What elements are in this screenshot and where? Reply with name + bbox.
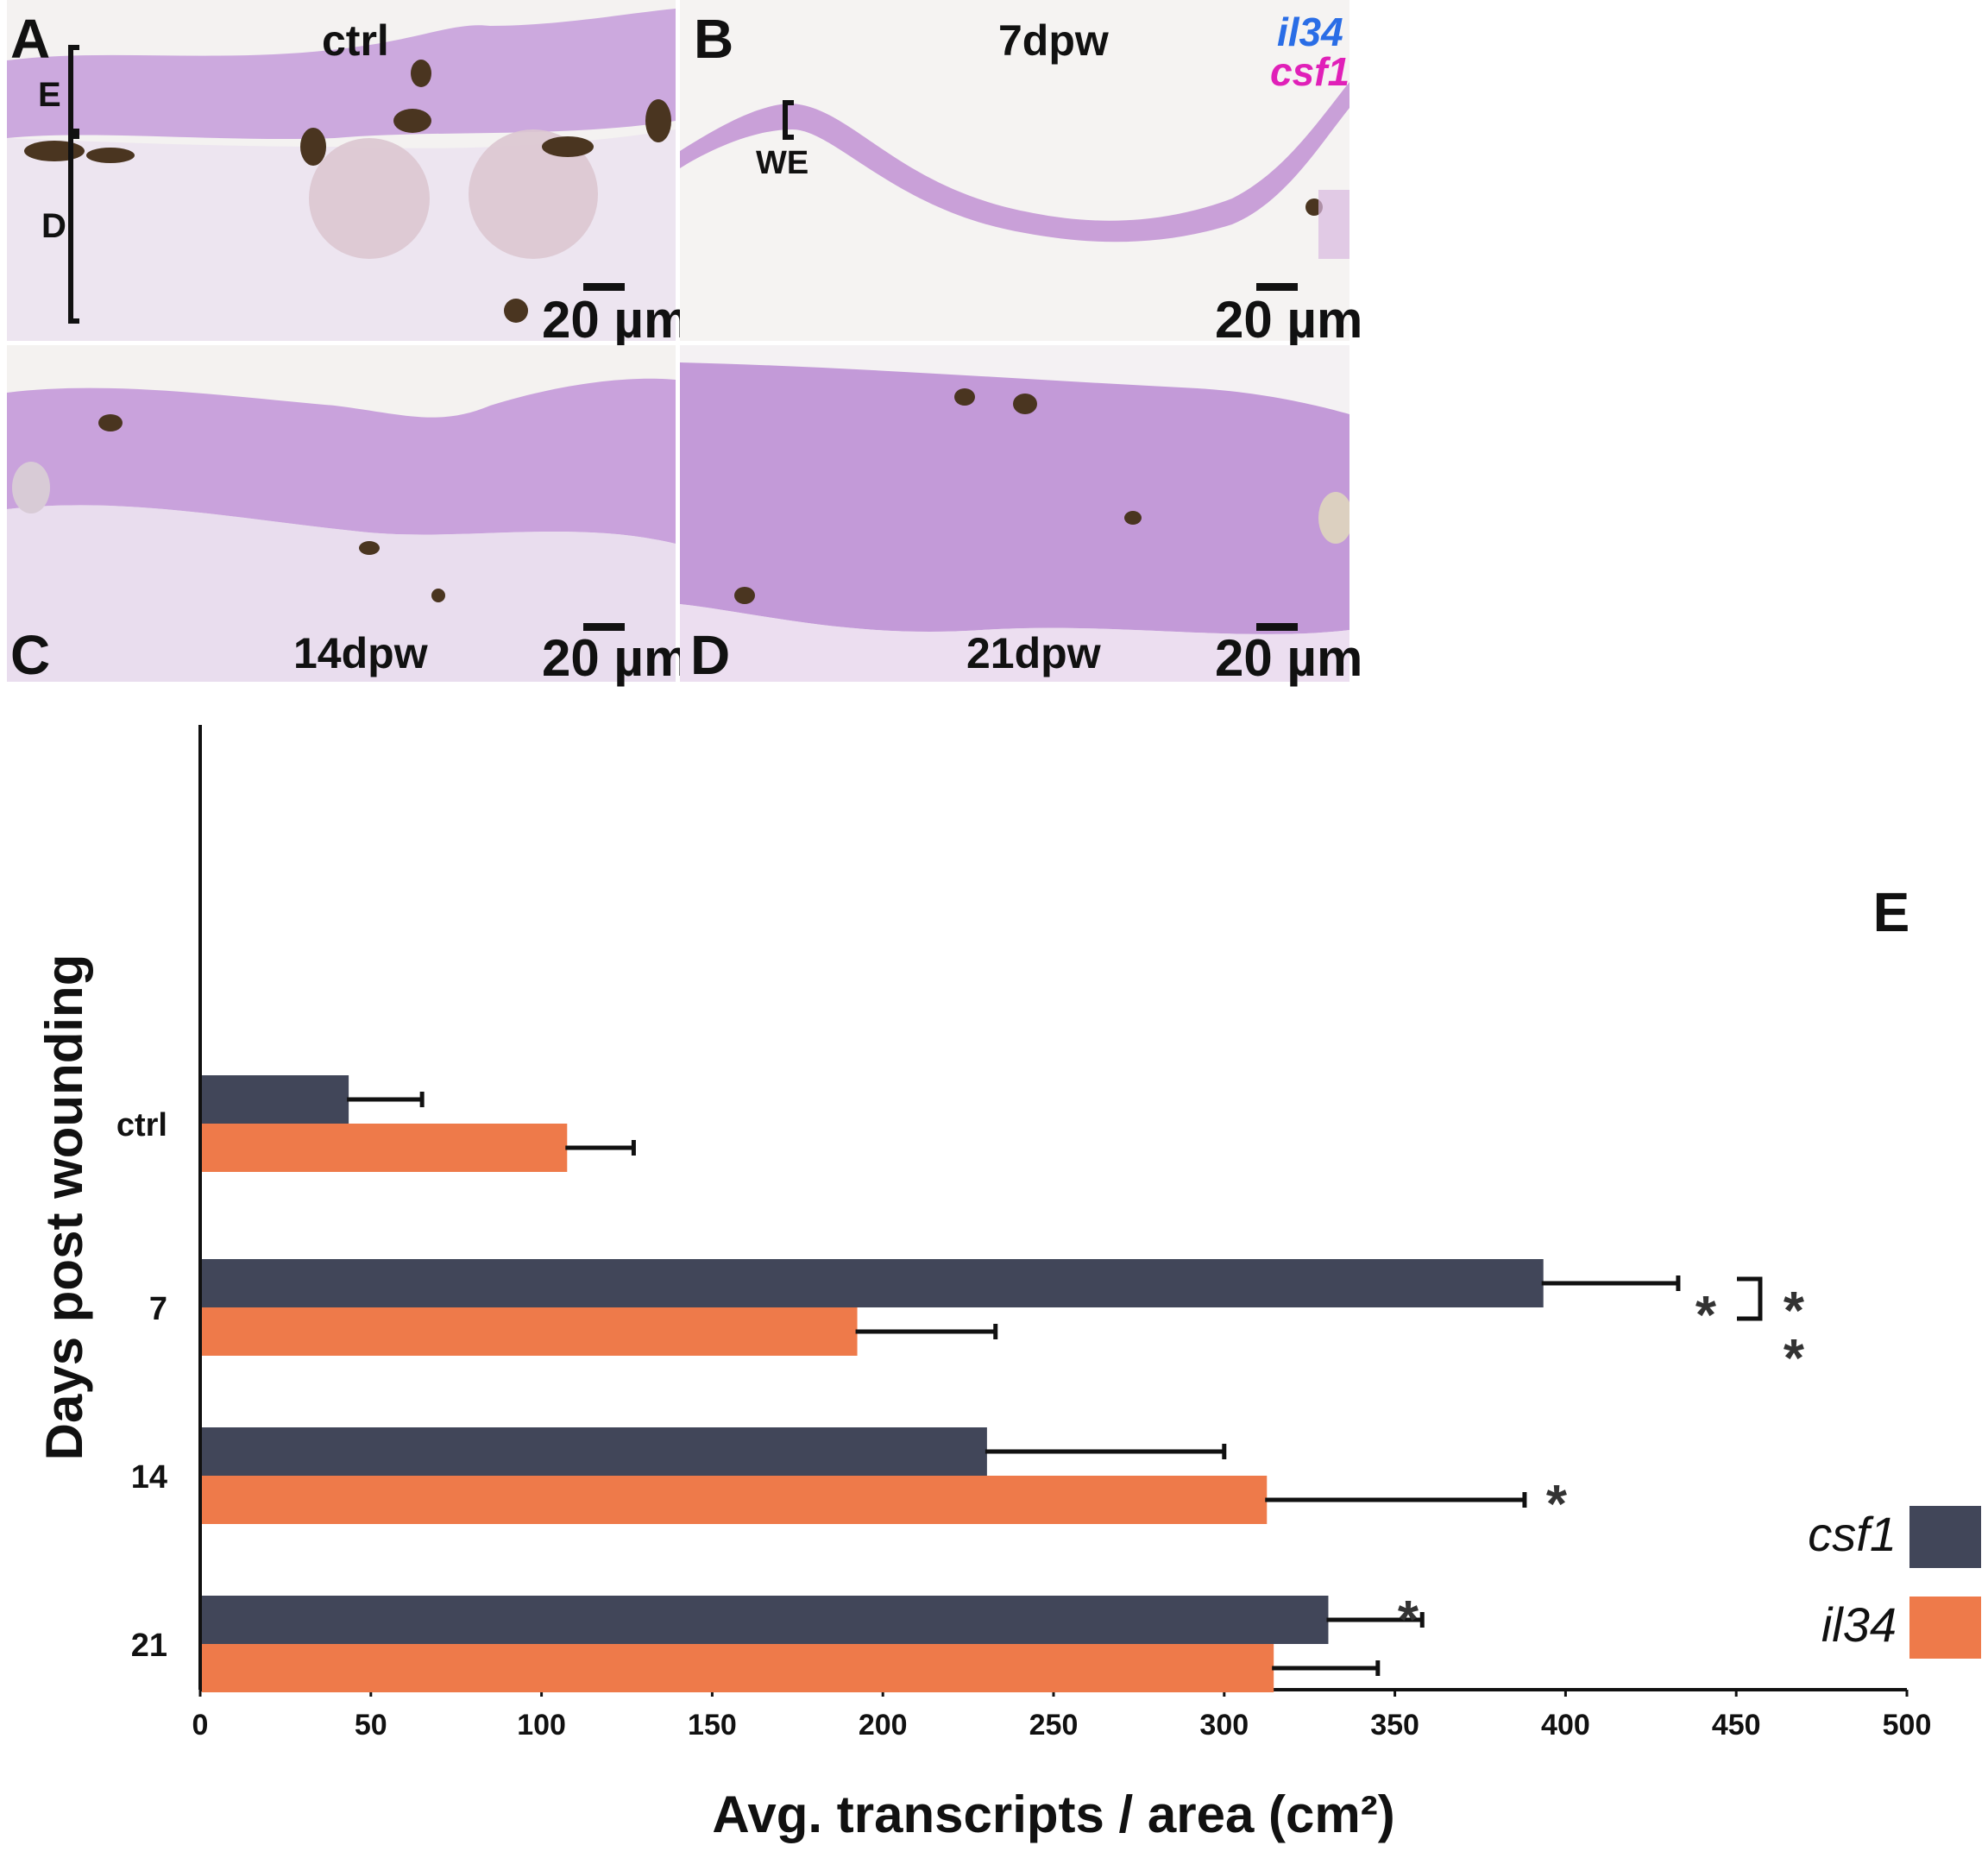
bar-csf1	[202, 1075, 349, 1124]
scale-bar-a	[583, 283, 625, 291]
probe-label-il34: il34	[1277, 9, 1343, 54]
x-tick-label: 100	[517, 1709, 566, 1741]
bar-il34	[202, 1644, 1274, 1692]
legend-swatch-il34	[1909, 1597, 1981, 1659]
panel-a-condition: ctrl	[322, 16, 389, 65]
category-label: ctrl	[116, 1107, 167, 1143]
micrograph-panel-b	[680, 0, 1349, 341]
epidermis-label: E	[38, 76, 61, 114]
wound-epidermis-label: WE	[756, 145, 809, 181]
x-tick-label: 350	[1370, 1709, 1419, 1741]
x-tick-label: 50	[355, 1709, 387, 1741]
y-axis-label: Days post wounding	[35, 954, 93, 1461]
bar-il34	[202, 1307, 858, 1356]
x-tick-label: 150	[688, 1709, 737, 1741]
legend-label-il34: il34	[1821, 1597, 1897, 1652]
transcript-bar-chart: 0 50 100 150 200 250 300 350 400 450 500 Avg. trans…	[35, 725, 1981, 1843]
panel-e-letter: E	[1873, 881, 1910, 943]
panel-c-condition: 14dpw	[293, 629, 428, 677]
x-tick-label: 0	[192, 1709, 209, 1741]
dermis-label: D	[41, 207, 66, 245]
scale-bar-d	[1256, 623, 1298, 631]
significance-star-il34-21: *	[1398, 1590, 1419, 1650]
panel-b-condition: 7dpw	[998, 16, 1109, 65]
x-tick-label: 200	[859, 1709, 908, 1741]
scale-label-d: 20 µm	[1215, 629, 1363, 687]
x-tick-label: 300	[1199, 1709, 1249, 1741]
tissue-image-a	[7, 0, 676, 341]
bar-csf1	[202, 1259, 1544, 1307]
significance-star-il34-14: *	[1546, 1475, 1568, 1534]
tissue-image-d	[680, 345, 1349, 682]
layer-bracket-b	[783, 100, 794, 140]
scale-label-c: 20 µm	[542, 629, 690, 687]
scale-label-a: 20 µm	[542, 291, 690, 349]
bar-csf1	[202, 1596, 1329, 1644]
panel-a-letter: A	[10, 8, 51, 70]
panel-d-condition: 21dpw	[966, 629, 1101, 677]
x-tick-label: 400	[1541, 1709, 1590, 1741]
bar-il34	[202, 1476, 1268, 1524]
x-axis-label: Avg. transcripts / area (cm²)	[712, 1786, 1394, 1843]
legend-label-csf1: csf1	[1808, 1507, 1897, 1561]
scale-label-b: 20 µm	[1215, 291, 1363, 349]
category-label: 14	[131, 1459, 167, 1496]
x-tick-label: 450	[1712, 1709, 1761, 1741]
significance-star-csf1-7: *	[1695, 1286, 1717, 1345]
significance-star-bracket-7-bottom: *	[1784, 1329, 1805, 1389]
significance-bracket-7	[1737, 1276, 1763, 1321]
panel-d-letter: D	[690, 624, 731, 686]
micrograph-panel-d	[680, 345, 1349, 682]
legend-swatch-csf1	[1909, 1506, 1981, 1568]
panel-b-letter: B	[694, 8, 734, 70]
micrograph-panel-c	[7, 345, 676, 682]
bar-il34	[202, 1124, 568, 1172]
panel-c-letter: C	[10, 624, 51, 686]
layer-brackets-a	[68, 45, 79, 324]
category-label: 21	[131, 1628, 167, 1664]
significance-star-bracket-7-top: *	[1784, 1282, 1805, 1341]
micrograph-panel-a	[7, 0, 676, 341]
scale-bar-b	[1256, 283, 1298, 291]
scale-bar-c	[583, 623, 625, 631]
tissue-image-c	[7, 345, 676, 682]
probe-label-csf1: csf1	[1270, 49, 1350, 94]
bar-csf1	[202, 1427, 987, 1476]
category-label: 7	[149, 1291, 167, 1327]
x-tick-label: 500	[1883, 1709, 1932, 1741]
tissue-image-b	[680, 0, 1349, 341]
x-tick-label: 250	[1029, 1709, 1079, 1741]
